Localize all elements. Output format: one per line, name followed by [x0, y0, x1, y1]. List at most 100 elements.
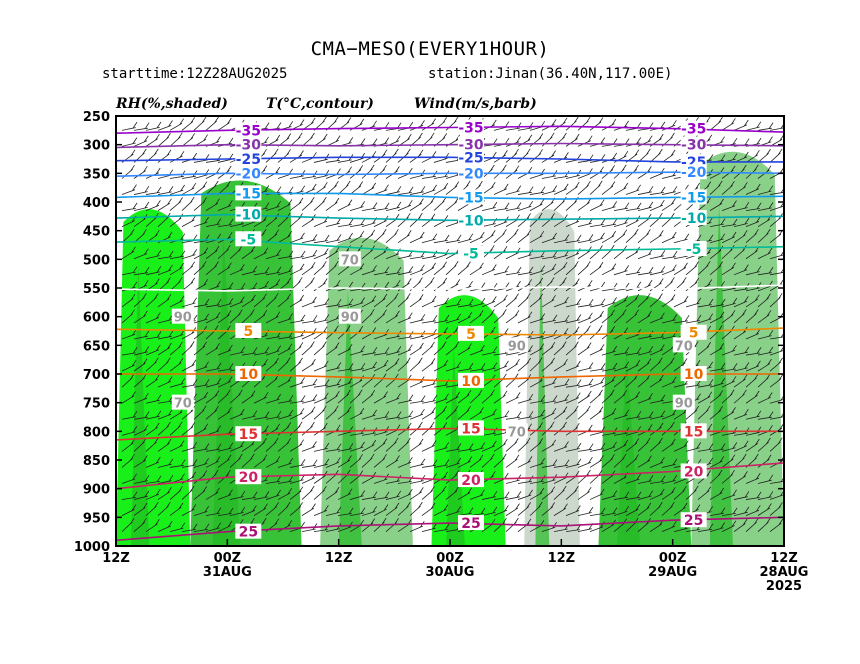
- wind-barb-413: [457, 233, 474, 244]
- wind-barb-1038: [697, 405, 711, 420]
- wind-barb-858: [517, 357, 531, 372]
- wind-barb-1288: [397, 488, 413, 500]
- wind-barb-953: [337, 389, 351, 404]
- wind-barb-1189: [529, 457, 546, 468]
- wind-barb-1276: [253, 491, 270, 500]
- wind-barb-813: [637, 346, 654, 356]
- wind-barb-1295: [481, 490, 498, 500]
- wind-barb-1425: [721, 520, 737, 533]
- wind-barb-1321: [133, 502, 148, 516]
- wind-barb-1205: [721, 454, 736, 468]
- rh-label-70: 70: [174, 397, 192, 412]
- temp-label-5: 5: [466, 327, 476, 343]
- wind-barb-522: [445, 260, 459, 276]
- x-tick-label: 12Z: [548, 551, 576, 566]
- wind-barb-25: [421, 118, 436, 131]
- wind-barb-1057: [265, 423, 281, 436]
- temp-label-bg: [235, 469, 262, 485]
- wind-barb-417: [505, 228, 519, 244]
- wind-barb-794: [409, 342, 424, 356]
- wind-barb-1316: [733, 491, 750, 500]
- wind-barb-1154: [769, 437, 783, 452]
- temp-label-bg: [235, 323, 262, 338]
- x-tick-date: 30AUG: [426, 565, 475, 580]
- wind-barb-495: [121, 266, 138, 276]
- wind-barb-291: [313, 196, 327, 211]
- wind-barb-297: [385, 201, 402, 211]
- rh-label-70: 70: [508, 425, 526, 440]
- wind-barb-793: [397, 344, 413, 356]
- wind-barb-252: [505, 185, 522, 195]
- wind-barb-2: [145, 121, 162, 131]
- wind-barb-529: [529, 265, 546, 276]
- wind-barb-965: [481, 389, 495, 404]
- wind-barb-134: [409, 149, 424, 163]
- wind-barb-1407: [505, 517, 519, 532]
- wind-barb-1127: [445, 443, 462, 452]
- wind-barb-1286: [373, 491, 390, 500]
- wind-barb-898: [337, 377, 353, 388]
- rh-label-70: 70: [675, 339, 693, 354]
- wind-barb-1382: [205, 522, 222, 533]
- wind-barb-481: [613, 245, 628, 260]
- wind-barb-918: [577, 378, 594, 388]
- wind-barb-1318: [757, 491, 774, 500]
- wind-barb-475: [541, 250, 558, 260]
- wind-barb-1424: [709, 522, 726, 533]
- wind-barb-893: [277, 375, 293, 388]
- wind-barb-146: [553, 152, 569, 163]
- wind-barb-630: [421, 295, 437, 308]
- wind-barb-841: [313, 360, 329, 372]
- wind-barb-336: [193, 216, 209, 228]
- wind-barb-804: [529, 343, 545, 356]
- wind-barb-877: [745, 360, 761, 372]
- wind-barb-693: [517, 311, 533, 324]
- rh-label-90: 90: [341, 311, 359, 326]
- wind-barb-868: [637, 358, 652, 372]
- wind-barb-1039: [709, 405, 723, 420]
- wind-barb-905: [421, 378, 438, 388]
- wind-barb-255: [541, 185, 558, 195]
- wind-barb-691: [493, 309, 507, 324]
- wind-barb-1299: [529, 487, 545, 500]
- wind-barb-327: [745, 202, 762, 211]
- wind-barb-272: [745, 183, 761, 195]
- wind-barb-456: [313, 248, 329, 260]
- wind-barb-849: [409, 357, 423, 372]
- wind-barb-446: [193, 247, 209, 260]
- wind-barb-1315: [721, 489, 737, 500]
- wind-barb-1253: [637, 475, 654, 484]
- wind-barb-265: [661, 186, 678, 195]
- wind-barb-941: [193, 391, 209, 404]
- temp-label-25: 25: [461, 516, 480, 532]
- wind-barb-1012: [385, 411, 402, 420]
- wind-barb-500: [181, 261, 196, 276]
- wind-barb-53: [757, 122, 774, 131]
- wind-barb-627: [385, 293, 399, 308]
- wind-barb-421: [553, 234, 570, 244]
- wind-barb-1261: [733, 471, 748, 484]
- wind-barb-1129: [469, 442, 486, 452]
- wind-barb-1128: [457, 443, 474, 452]
- wind-barb-675: [301, 315, 318, 324]
- wind-barb-287: [265, 200, 282, 211]
- wind-barb-984: [709, 390, 724, 404]
- wind-barb-821: [733, 346, 750, 356]
- wind-barb-508: [277, 265, 294, 276]
- wind-barb-625: [361, 295, 377, 308]
- wind-barb-473: [517, 249, 534, 260]
- wind-barb-507: [265, 266, 282, 276]
- wind-barb-526: [493, 265, 510, 276]
- wind-barb-676: [313, 314, 330, 324]
- wind-barb-666: [193, 313, 210, 324]
- wind-barb-847: [385, 358, 400, 372]
- wind-barb-223: [157, 186, 174, 195]
- wind-barb-1362: [625, 504, 641, 516]
- temp-label-bg: [235, 165, 262, 181]
- wind-barb-1232: [385, 475, 402, 484]
- wind-barb-1374: [769, 502, 783, 516]
- wind-barb-521: [433, 261, 447, 276]
- temp-label-bg: [680, 241, 707, 257]
- wind-barb-1000: [241, 410, 258, 420]
- wind-barb-1197: [625, 454, 639, 468]
